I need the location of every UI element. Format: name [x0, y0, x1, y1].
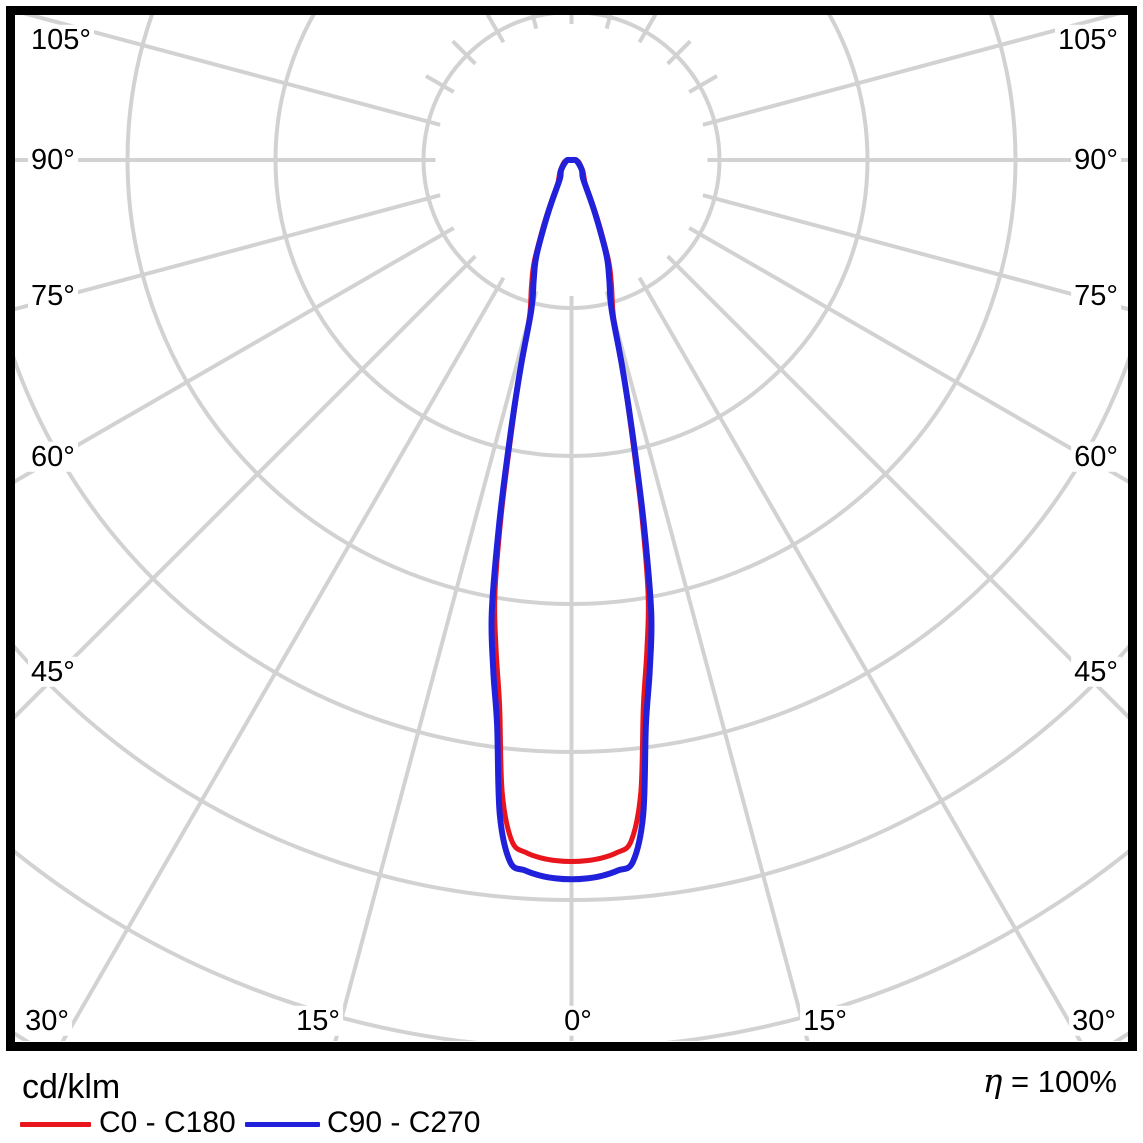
legend-swatch-c0-c180	[20, 1122, 91, 1127]
legend-label-c0-c180: C0 - C180	[99, 1106, 236, 1139]
efficiency-value: = 100%	[1002, 1064, 1117, 1099]
legend-swatch-c90-c270	[245, 1122, 320, 1127]
eta-symbol: η	[982, 1061, 1003, 1100]
legend: C0 - C180 C90 - C270	[0, 1106, 1143, 1142]
c90-c270-curve	[488, 156, 655, 883]
efficiency-label: η = 100%	[983, 1061, 1117, 1100]
legend-label-c90-c270: C90 - C270	[327, 1106, 481, 1139]
units-label: cd/klm	[22, 1068, 121, 1106]
chart-frame	[6, 6, 1137, 1051]
